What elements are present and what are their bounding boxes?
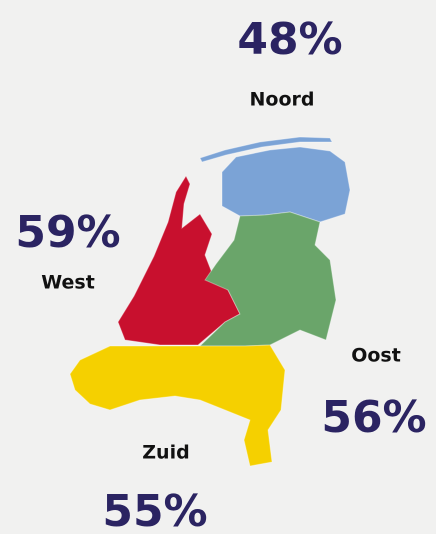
- region-name: Noord: [250, 89, 315, 111]
- region-name: West: [41, 272, 95, 294]
- region-zuid: [69, 344, 286, 467]
- region-label: 48%: [237, 14, 342, 65]
- region-label: 56%: [321, 392, 426, 443]
- region-name: Zuid: [142, 442, 189, 464]
- map-shapes: [69, 136, 351, 467]
- region-label: 59%: [15, 207, 120, 258]
- region-noord: [221, 146, 351, 223]
- region-label: 55%: [102, 486, 207, 534]
- wadden-islands: [199, 136, 333, 163]
- region-name: Oost: [351, 345, 401, 367]
